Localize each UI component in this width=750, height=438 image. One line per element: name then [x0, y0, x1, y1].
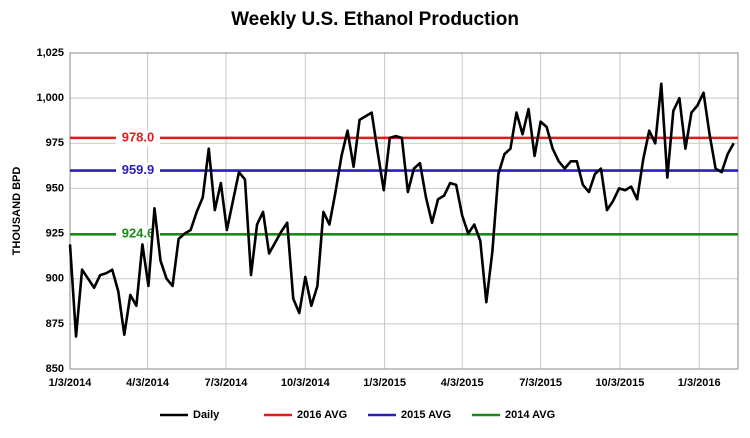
x-tick-label: 7/3/2015 — [519, 377, 562, 389]
legend-label: 2014 AVG — [505, 409, 555, 421]
reference-label: 959.9 — [122, 162, 155, 177]
plot-border — [69, 52, 739, 370]
y-tick-label: 900 — [46, 273, 64, 285]
reference-label: 978.0 — [122, 129, 155, 144]
reference-label-bg — [116, 129, 160, 146]
y-tick-label: 875 — [46, 318, 64, 330]
y-tick-label: 1,025 — [36, 47, 64, 59]
x-tick-label: 7/3/2014 — [205, 377, 249, 389]
y-tick-label: 850 — [46, 363, 64, 375]
x-tick-label: 4/3/2015 — [441, 377, 484, 389]
x-tick-label: 4/3/2014 — [126, 377, 170, 389]
chart-title: Weekly U.S. Ethanol Production — [231, 9, 519, 30]
x-tick-label: 10/3/2015 — [595, 377, 644, 389]
reference-label-bg — [116, 226, 160, 243]
data-line — [68, 82, 735, 338]
x-tick-label: 1/3/2014 — [49, 377, 93, 389]
y-axis-title: THOUSAND BPD — [11, 167, 23, 256]
y-tick-label: 950 — [46, 182, 64, 194]
x-tick-label: 1/3/2015 — [363, 377, 406, 389]
legend-label: Daily — [193, 409, 220, 421]
x-tick-label: 1/3/2016 — [678, 377, 721, 389]
y-tick-label: 925 — [46, 227, 64, 239]
legend-label: 2015 AVG — [401, 409, 451, 421]
x-tick-label: 10/3/2014 — [281, 377, 331, 389]
y-tick-label: 975 — [46, 137, 64, 149]
reference-label-bg — [116, 162, 160, 179]
legend-label: 2016 AVG — [297, 409, 347, 421]
reference-label: 924.6 — [122, 226, 155, 241]
y-tick-label: 1,000 — [36, 92, 64, 104]
